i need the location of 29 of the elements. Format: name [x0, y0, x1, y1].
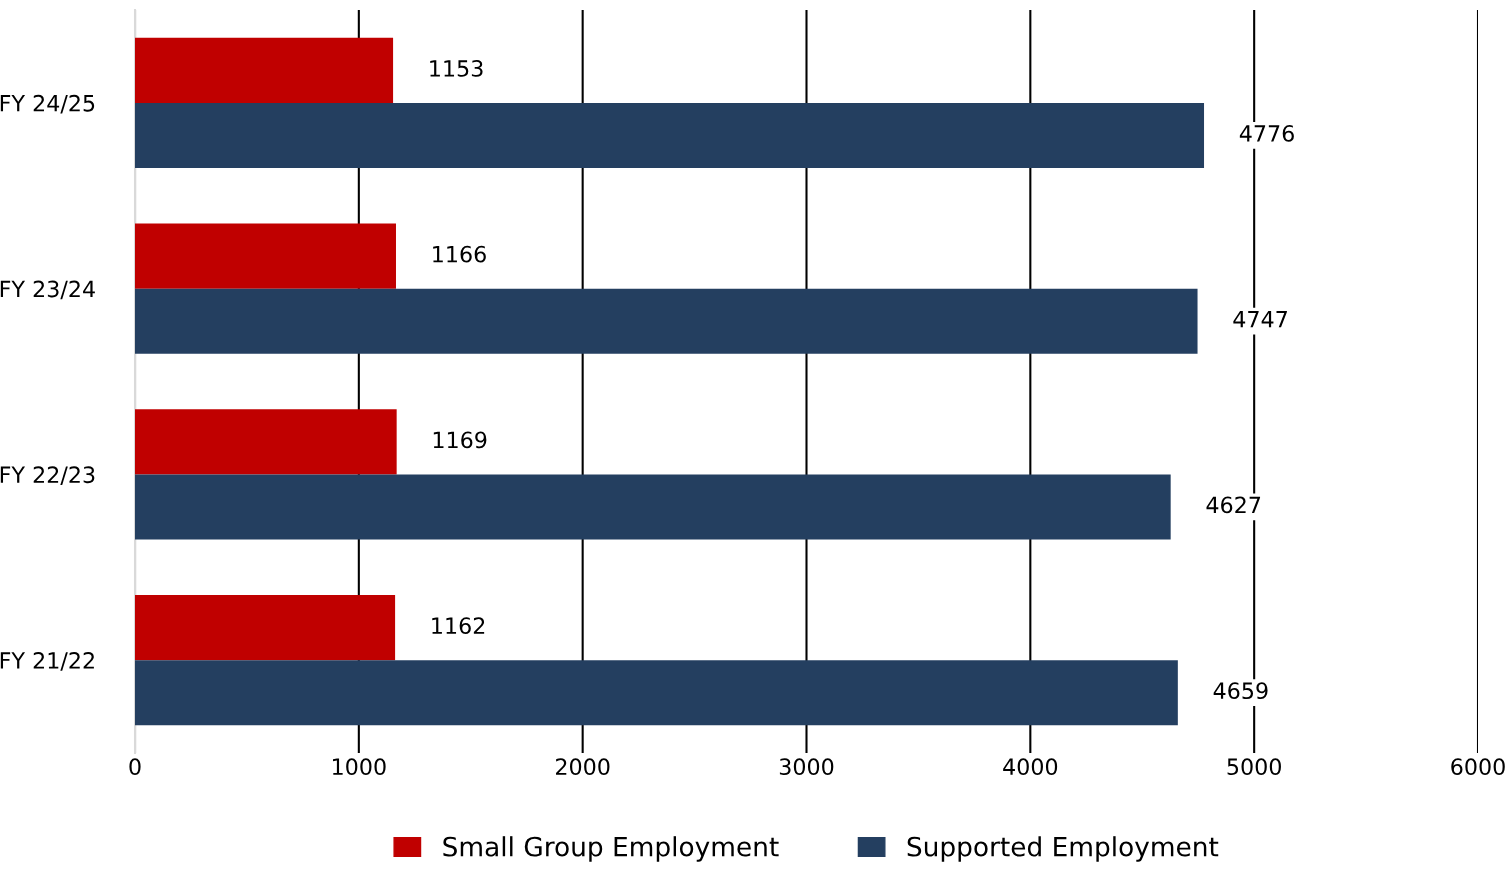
x-tick-label: 6000: [1451, 758, 1505, 776]
bar: [135, 660, 1178, 726]
bar: [135, 37, 394, 103]
x-tick-label: 5000: [1227, 758, 1281, 776]
legend-label: Supported Employment: [907, 836, 1219, 862]
x-tick-label: 1000: [333, 758, 386, 776]
data-label: 1166: [433, 245, 486, 263]
y-tick-label: FY 24/25: [0, 94, 95, 114]
data-label: 4776: [1239, 125, 1294, 142]
x-tick-label: 0: [129, 758, 141, 776]
bar: [135, 223, 396, 289]
data-label: 1169: [433, 431, 487, 449]
data-label: 4747: [1233, 311, 1287, 328]
data-label: 1153: [430, 60, 483, 77]
data-label: 4627: [1206, 496, 1261, 514]
y-tick-label: FY 21/22: [0, 652, 94, 671]
bar: [135, 102, 1205, 168]
data-label: 4659: [1213, 682, 1268, 700]
bar: [135, 409, 397, 475]
bar: [135, 595, 396, 661]
x-tick-label: 4000: [1003, 758, 1058, 776]
legend-label: Small Group Employment: [443, 836, 779, 862]
y-tick-label: FY 22/23: [0, 466, 95, 485]
y-tick-label: FY 23/24: [0, 280, 95, 300]
x-tick-label: 3000: [779, 758, 834, 776]
x-tick-label: 2000: [556, 758, 610, 776]
bar: [135, 288, 1198, 354]
bar: [135, 474, 1171, 540]
data-label: 1162: [432, 617, 485, 635]
